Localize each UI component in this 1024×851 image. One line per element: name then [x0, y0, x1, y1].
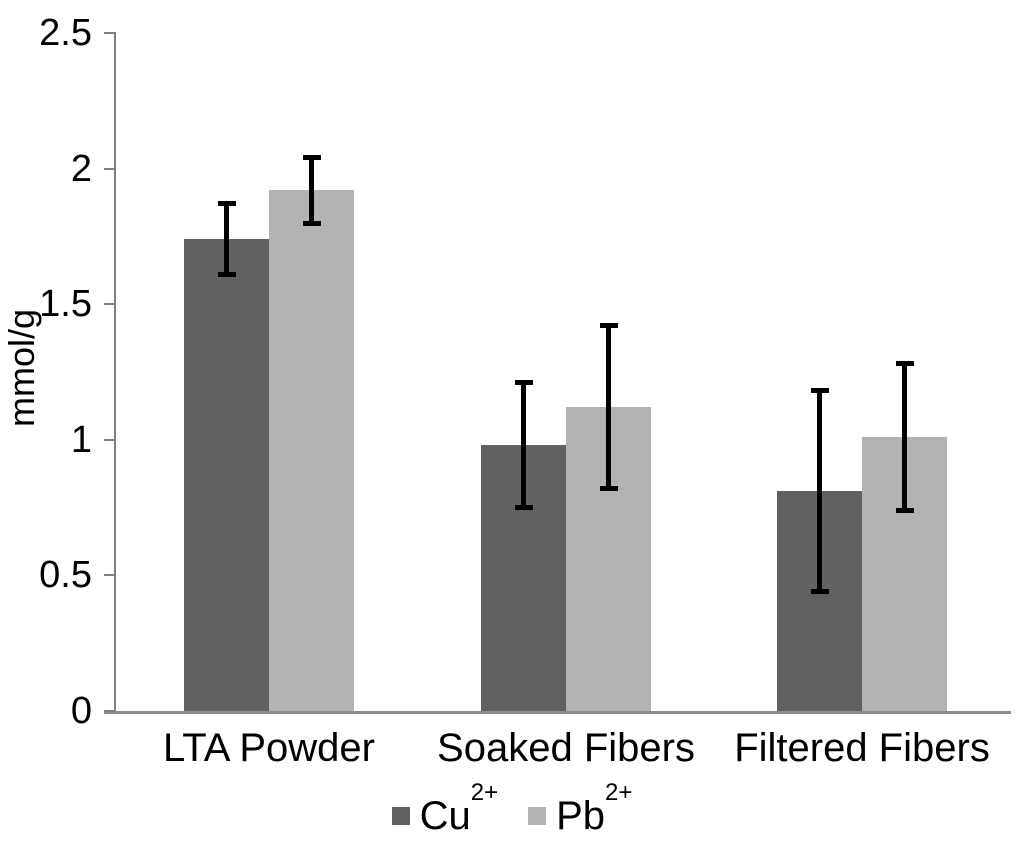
legend-item-cu: Cu2+ — [391, 778, 499, 838]
y-tick — [104, 438, 116, 441]
y-tick-label: 0.5 — [39, 554, 92, 597]
error-bar-cap-top — [599, 323, 618, 329]
y-tick — [104, 574, 116, 577]
error-bar-cap-top — [217, 201, 236, 207]
error-bar-cap-bottom — [810, 589, 829, 595]
error-bar-cap-top — [810, 388, 829, 394]
error-bar-cap-bottom — [217, 272, 236, 278]
error-bar-cap-top — [514, 380, 533, 386]
error-bar-cap-bottom — [599, 486, 618, 492]
bar-cu2+-lta-powder — [184, 239, 269, 711]
error-bar-pb2+-filtered-fibers — [895, 361, 914, 513]
error-bar-cu2+-lta-powder — [217, 201, 236, 278]
error-bar-cu2+-filtered-fibers — [810, 388, 829, 595]
y-axis-line — [114, 33, 116, 713]
legend: Cu2+ Pb2+ — [0, 778, 1024, 839]
error-bar-line — [309, 155, 314, 226]
y-tick — [104, 303, 116, 306]
error-bar-cap-bottom — [895, 508, 914, 513]
y-tick-label: 1.5 — [39, 283, 92, 326]
error-bar-cap-top — [302, 155, 321, 161]
y-tick — [104, 32, 116, 34]
legend-item-pb: Pb2+ — [528, 778, 633, 838]
legend-swatch-cu — [391, 807, 410, 825]
error-bar-cap-bottom — [514, 505, 533, 511]
legend-label-cu: Cu2+ — [419, 778, 499, 838]
error-bar-pb2+-soaked-fibers — [599, 323, 618, 492]
error-bar-line — [521, 380, 526, 511]
y-tick-label: 2.5 — [39, 12, 92, 54]
error-bar-cap-top — [895, 361, 914, 367]
x-axis-line — [104, 711, 1011, 714]
error-bar-cap-bottom — [302, 220, 321, 226]
y-tick-label: 0 — [70, 690, 92, 732]
error-bar-cu2+-soaked-fibers — [514, 380, 533, 511]
error-bar-line — [224, 201, 229, 278]
legend-label-pb: Pb2+ — [556, 778, 633, 838]
y-tick — [104, 710, 116, 712]
error-bar-pb2+-lta-powder — [302, 155, 321, 226]
x-category-label-filtered-fibers: Filtered Fibers — [734, 726, 990, 770]
error-bar-line — [902, 361, 907, 513]
x-category-label-lta-powder: LTA Powder — [163, 726, 375, 770]
legend-swatch-pb — [528, 807, 547, 825]
error-bar-line — [817, 388, 822, 595]
y-tick-label: 2 — [70, 147, 92, 190]
y-tick-label: 1 — [70, 418, 92, 461]
bar-pb2+-lta-powder — [269, 190, 354, 711]
y-tick — [104, 167, 116, 170]
y-axis-title: mmol/g — [1, 308, 42, 428]
error-bar-line — [606, 323, 611, 492]
x-category-label-soaked-fibers: Soaked Fibers — [437, 726, 695, 770]
